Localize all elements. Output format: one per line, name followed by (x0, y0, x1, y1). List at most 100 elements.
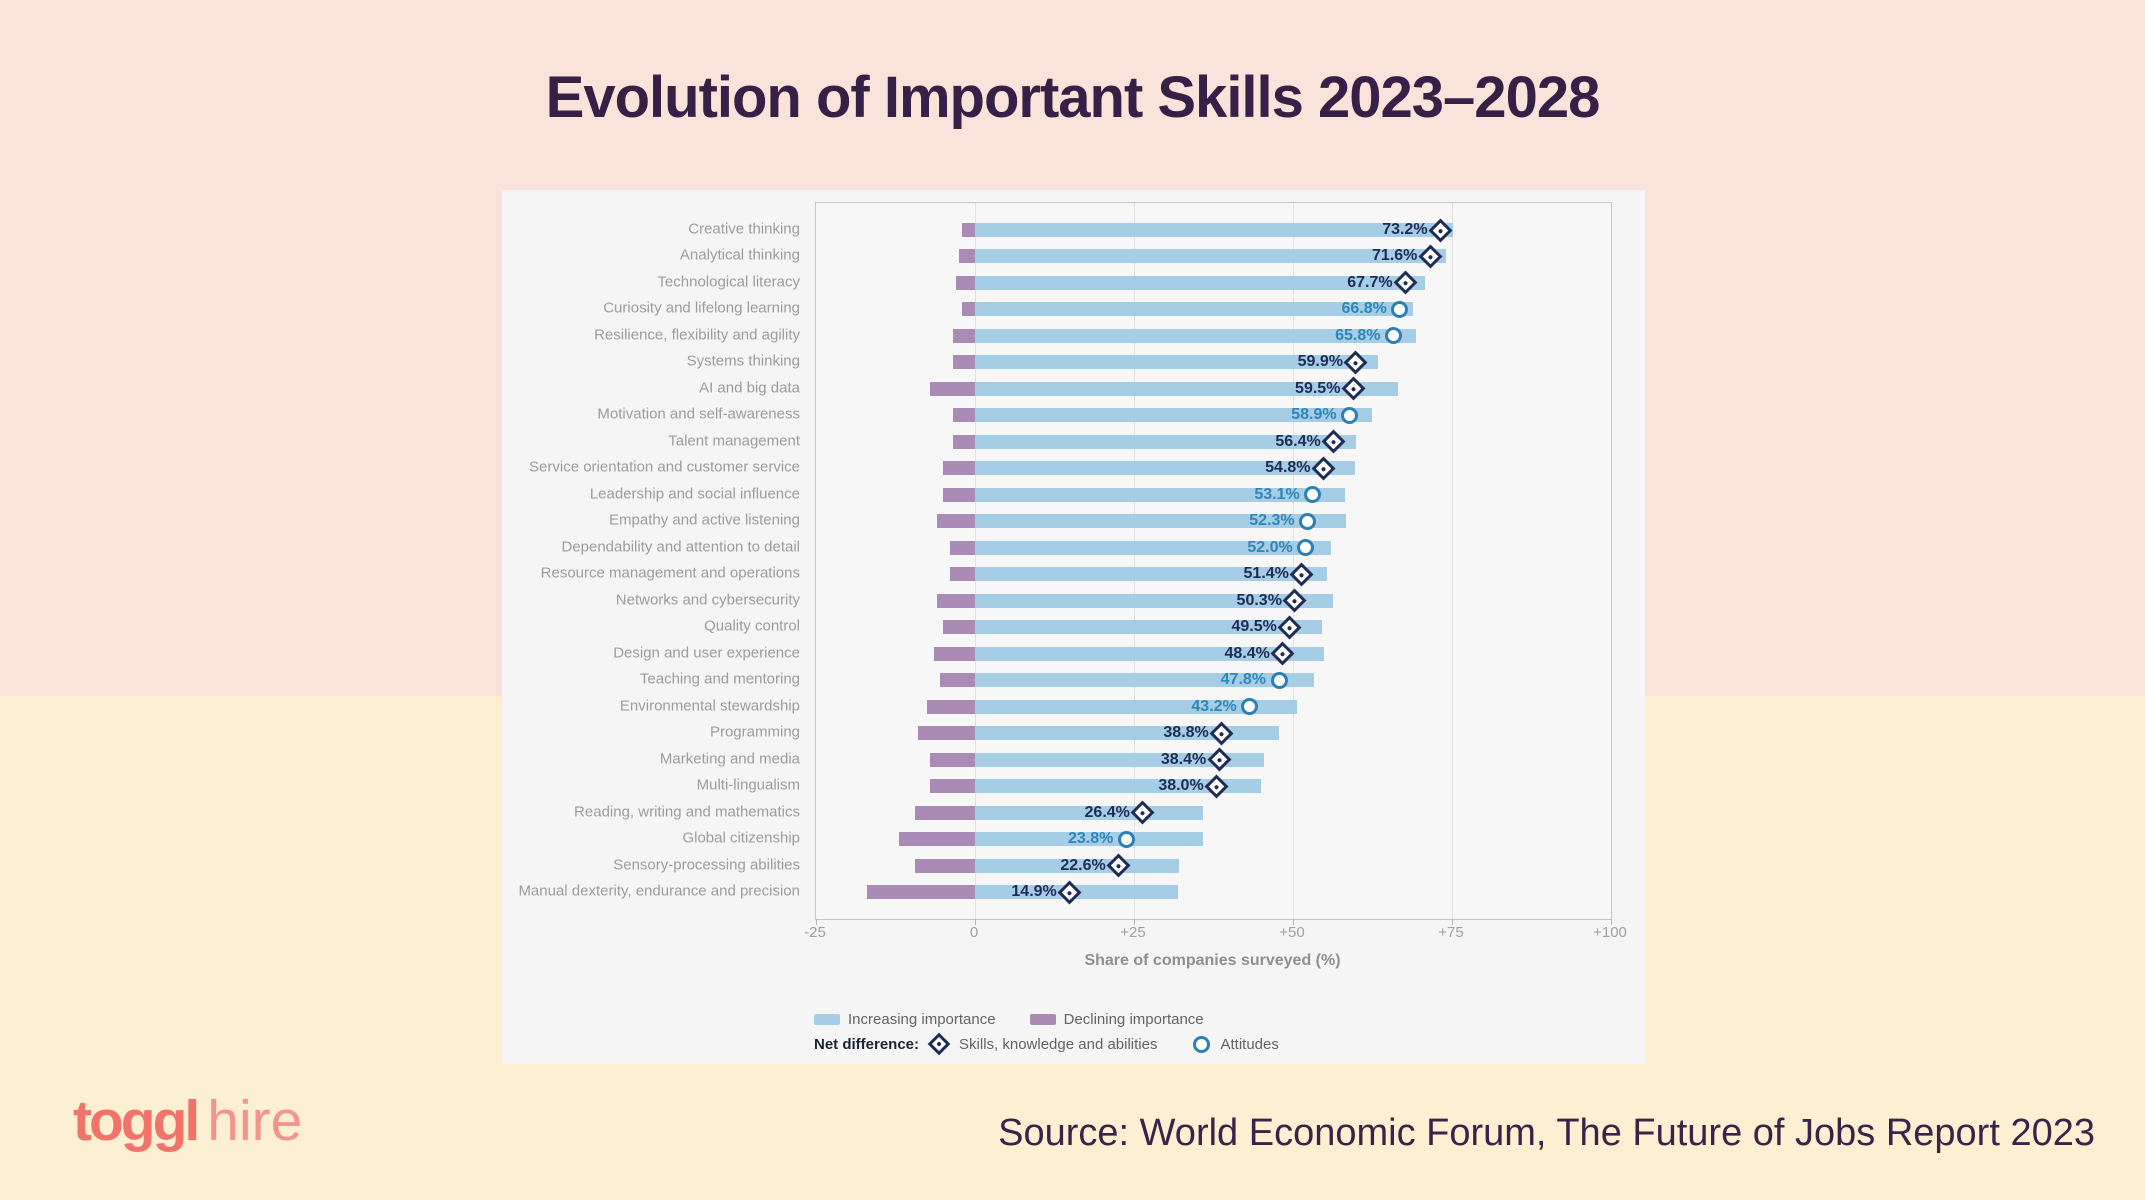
net-marker-circle (1270, 671, 1288, 689)
net-value-label: 59.5% (1295, 379, 1341, 397)
net-value-label: 48.4% (1224, 644, 1270, 662)
declining-bar (930, 752, 975, 767)
legend-increasing-label: Increasing importance (848, 1010, 996, 1028)
net-marker-circle (1299, 512, 1317, 530)
declining-bar (959, 249, 975, 264)
declining-importance-swatch (1029, 1013, 1056, 1025)
increasing-bar (975, 381, 1398, 396)
net-value-label: 38.0% (1158, 777, 1204, 795)
net-marker-diamond (1282, 588, 1307, 613)
declining-bar (962, 223, 975, 237)
source-attribution: Source: World Economic Forum, The Future… (998, 1112, 2095, 1154)
skill-label: Analytical thinking (679, 246, 800, 264)
net-marker-circle (1241, 698, 1259, 716)
increasing-bar (975, 567, 1328, 582)
skill-label: Networks and cybersecurity (615, 591, 800, 609)
diamond-center-dot (1292, 597, 1298, 604)
skill-label: Technological literacy (657, 273, 800, 291)
tick-mark--25 (816, 919, 817, 925)
net-marker-diamond (1204, 774, 1229, 799)
increasing-bar (975, 752, 1264, 767)
net-marker-diamond (1106, 853, 1131, 878)
net-value-label: 52.3% (1249, 512, 1295, 530)
skill-label: Curiosity and lifelong learning (603, 299, 800, 317)
net-value-label: 38.4% (1160, 750, 1207, 768)
skill-label: Dependability and attention to detail (561, 538, 800, 556)
declining-bar (930, 381, 975, 396)
declining-bar (949, 567, 975, 582)
skill-label: Service orientation and customer service (529, 458, 800, 476)
logo-toggl-wordmark: toggl (73, 1089, 200, 1153)
declining-bar (955, 275, 975, 290)
net-value-label: 26.4% (1084, 803, 1130, 821)
skill-label: Talent management (668, 432, 800, 450)
declining-bar (933, 646, 975, 661)
skill-label: Empathy and active listening (609, 511, 800, 529)
increasing-bar (975, 302, 1413, 317)
circle-marker-icon (1193, 1035, 1211, 1053)
declining-bar (943, 461, 975, 476)
skill-label: Leadership and social influence (589, 485, 800, 503)
skill-label: Motivation and self-awareness (597, 405, 800, 423)
net-value-label: 71.6% (1372, 247, 1418, 265)
net-value-label: 67.7% (1347, 273, 1393, 291)
diamond-center-dot (1353, 359, 1359, 366)
increasing-bar (975, 779, 1262, 794)
net-marker-diamond (1393, 270, 1418, 295)
diamond-center-dot (1427, 253, 1434, 260)
net-value-label: 23.8% (1068, 830, 1114, 848)
net-marker-circle (1391, 300, 1409, 318)
net-value-label: 50.3% (1236, 591, 1282, 609)
net-marker-diamond (1343, 350, 1368, 375)
net-marker-circle (1297, 539, 1315, 557)
tick-mark-25 (1134, 919, 1135, 925)
net-value-label: 66.8% (1341, 300, 1387, 318)
diamond-center-dot (1320, 465, 1327, 472)
net-marker-circle (1304, 486, 1322, 504)
net-marker-circle (1341, 406, 1359, 424)
net-value-label: 58.9% (1291, 406, 1337, 424)
net-marker-diamond (1209, 721, 1234, 746)
net-value-label: 53.1% (1254, 485, 1300, 503)
tick-mark-75 (1452, 919, 1453, 925)
diamond-center-dot (936, 1041, 942, 1047)
declining-bar (914, 858, 975, 873)
net-value-label: 14.9% (1011, 883, 1057, 900)
declining-bar (943, 487, 975, 502)
diamond-center-dot (1437, 227, 1444, 233)
diamond-marker-icon (927, 1032, 951, 1056)
tick-mark-100 (1611, 919, 1612, 925)
tick-mark-50 (1293, 919, 1294, 925)
diamond-center-dot (1402, 280, 1409, 286)
x-tick-label-0: 0 (969, 924, 979, 941)
net-value-label: 49.5% (1231, 618, 1277, 636)
legend-row-bars: Increasing importance Declining importan… (814, 1010, 1204, 1028)
net-value-label: 47.8% (1220, 671, 1267, 689)
skill-label: Resource management and operations (540, 564, 800, 582)
increasing-bar (975, 487, 1345, 502)
skill-label: Quality control (704, 617, 800, 635)
declining-bar (952, 434, 975, 449)
x-axis-ticks: -25 0 +25 +50 +75 +100 (804, 924, 1627, 942)
diamond-center-dot (1330, 438, 1337, 445)
increasing-bar (975, 620, 1322, 635)
increasing-bar (975, 249, 1447, 264)
declining-bar (930, 779, 975, 794)
declining-bar (866, 885, 975, 899)
increasing-bar (975, 593, 1334, 608)
declining-bar (949, 540, 975, 555)
increasing-bar (975, 355, 1379, 370)
net-marker-diamond (1321, 429, 1346, 454)
diamond-center-dot (1286, 624, 1293, 631)
net-marker-diamond (1270, 641, 1295, 666)
chart-panel: Creative thinking Analytical thinking Tech… (502, 190, 1645, 1064)
x-tick-label-75: +75 (1438, 924, 1464, 941)
tick-mark-0 (975, 919, 976, 925)
diamond-center-dot (1216, 756, 1223, 763)
diamond-center-dot (1350, 386, 1357, 392)
skill-label: AI and big data (699, 379, 800, 397)
declining-bar (898, 832, 975, 847)
diamond-center-dot (1066, 889, 1073, 895)
increasing-bar (975, 832, 1203, 847)
x-tick-label--25: -25 (804, 924, 826, 941)
